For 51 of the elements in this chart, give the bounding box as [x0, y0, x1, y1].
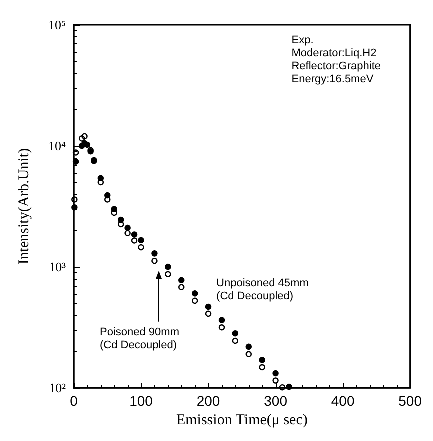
point — [205, 310, 212, 318]
point — [192, 298, 198, 304]
point — [98, 179, 104, 186]
point — [259, 364, 266, 371]
point — [192, 290, 198, 297]
point — [165, 264, 172, 270]
y-tick-label: 10⁵ — [48, 18, 66, 32]
point — [131, 238, 138, 244]
point — [279, 384, 286, 391]
point — [152, 258, 158, 264]
point — [205, 304, 212, 310]
x-tick-label: 200 — [196, 393, 220, 410]
point — [124, 230, 131, 236]
point — [84, 142, 91, 148]
point — [246, 344, 252, 350]
x-tick-label: 500 — [398, 393, 422, 410]
annotation: Exp. Moderator:Liq.H2 Reflector:Graphite Energy:16.5meV — [292, 34, 382, 86]
point — [72, 204, 78, 211]
point — [72, 196, 78, 203]
x-tick-label: 0 — [70, 393, 78, 410]
text: Poisoned 90mm (Cd Decoupled) — [100, 326, 180, 352]
point — [286, 384, 292, 390]
y-axis-title: Intensity(Arb.Unit) — [16, 148, 32, 265]
x-tick-label: 400 — [331, 393, 355, 410]
y-tick-label: 10⁴ — [48, 138, 66, 154]
point — [259, 357, 266, 364]
point — [218, 324, 226, 331]
point — [152, 250, 158, 257]
series-label: Unpoisoned 45mm (Cd Decoupled) — [216, 277, 309, 302]
point — [124, 224, 131, 232]
point — [78, 136, 86, 142]
x-axis-title: Emission Time(μ sec) — [176, 412, 308, 428]
point — [165, 271, 172, 278]
point — [232, 330, 239, 337]
point — [138, 237, 144, 244]
point — [72, 158, 80, 165]
point — [138, 244, 144, 251]
x-tick-label: 300 — [264, 393, 288, 410]
point — [218, 317, 226, 324]
point — [82, 133, 88, 140]
point — [131, 232, 138, 238]
point — [178, 277, 185, 284]
point — [232, 338, 239, 344]
x-tick-label: 100 — [130, 393, 154, 410]
point — [178, 284, 185, 290]
point — [118, 221, 124, 228]
point — [246, 351, 252, 358]
point — [272, 370, 279, 377]
y-tick-label: 10² — [49, 380, 66, 396]
y-tick-label: 10³ — [49, 260, 66, 275]
point — [72, 150, 80, 156]
